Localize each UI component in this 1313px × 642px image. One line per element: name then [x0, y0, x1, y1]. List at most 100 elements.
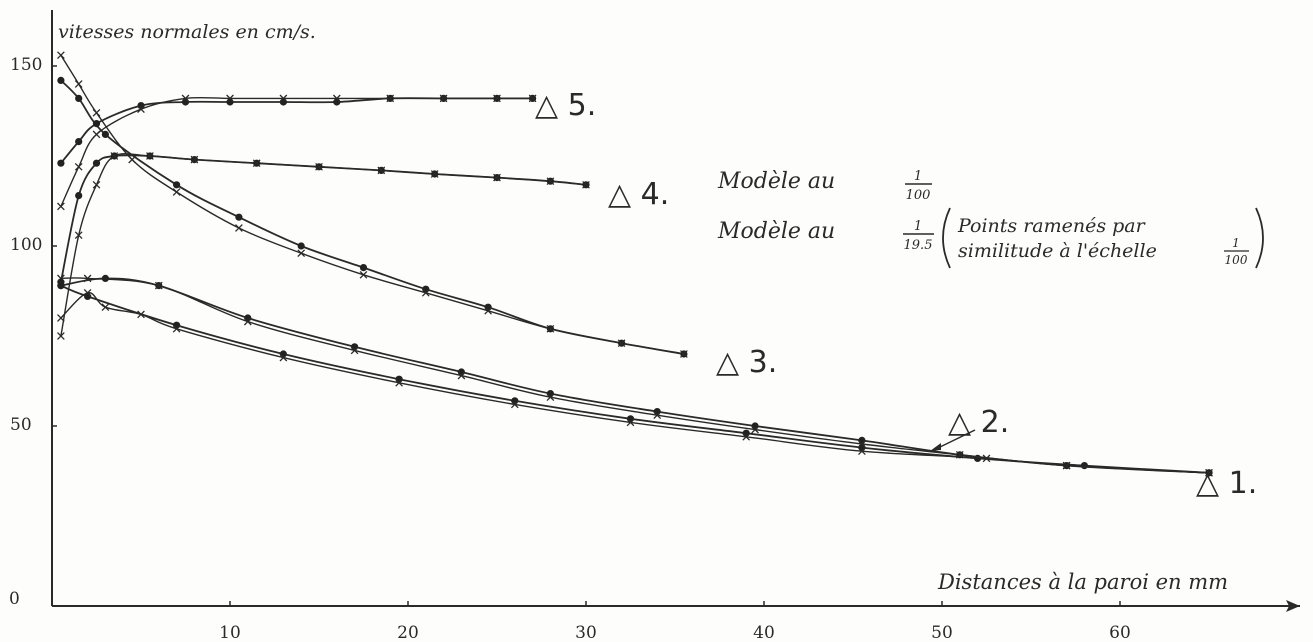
- point-model-1-19-5: [653, 411, 662, 420]
- point-model-1-100: [57, 278, 65, 286]
- point-model-1-100: [351, 343, 359, 351]
- point-model-1-19-5: [546, 393, 555, 402]
- point-model-1-19-5: [430, 170, 439, 178]
- series-label-5: △ 5.: [535, 88, 596, 123]
- x-tick: 40: [753, 601, 775, 642]
- series-2-model-1-100-line: [60, 277, 1210, 474]
- point-model-1-100: [92, 120, 101, 128]
- point-model-1-19-5: [493, 173, 501, 182]
- point-model-1-100: [297, 242, 305, 250]
- point-model-1-19-5: [57, 332, 65, 340]
- point-model-1-19-5: [137, 310, 145, 319]
- point-model-1-19-5: [742, 432, 751, 441]
- point-model-1-100: [173, 321, 181, 329]
- legend-line1-fraction: 1 100: [905, 169, 932, 203]
- point-model-1-100: [858, 436, 866, 444]
- point-model-1-100: [742, 429, 750, 437]
- legend-note-fraction-den: 100: [1225, 253, 1248, 267]
- point-model-1-100: [858, 444, 866, 452]
- legend-line1-fraction-num: 1: [914, 169, 922, 184]
- point-model-1-19-5: [386, 94, 395, 103]
- y-axis-title: vitesses normales en cm/s.: [58, 21, 316, 43]
- point-model-1-100: [626, 415, 635, 423]
- series-2-leader-arrowhead: [930, 443, 941, 451]
- legend-close-paren: [1255, 207, 1264, 269]
- legend-line1-fraction-den: 100: [906, 188, 931, 203]
- point-model-1-19-5: [146, 152, 154, 160]
- x-tick: 30: [575, 601, 597, 642]
- point-model-1-19-5: [235, 224, 243, 232]
- point-model-1-100: [75, 138, 83, 146]
- point-model-1-19-5: [395, 378, 403, 387]
- legend-note-line-b: similitude à l'échelle: [958, 240, 1157, 262]
- y-tick: 0: [9, 589, 57, 609]
- point-model-1-19-5: [493, 94, 501, 103]
- point-model-1-19-5: [92, 180, 101, 189]
- series-4-model-1-100-line: [60, 154, 587, 283]
- point-model-1-19-5: [510, 400, 519, 409]
- series-layer: [57, 51, 1213, 477]
- x-tick-label: 60: [1109, 623, 1131, 642]
- point-model-1-100: [57, 76, 65, 84]
- legend-note-line-a: Points ramenés par: [957, 215, 1147, 237]
- legend-line1-prefix: Modèle au: [717, 169, 835, 194]
- point-model-1-19-5: [315, 162, 323, 171]
- point-model-1-19-5: [377, 166, 386, 175]
- point-model-1-100: [333, 98, 341, 106]
- point-model-1-19-5: [92, 108, 101, 117]
- point-model-1-19-5: [617, 339, 626, 348]
- point-model-1-100: [75, 192, 83, 200]
- legend-open-paren: [942, 207, 951, 269]
- y-ticks: 0 50 100 150: [9, 55, 57, 609]
- point-model-1-19-5: [57, 51, 65, 60]
- x-tick: 60: [1109, 601, 1131, 642]
- point-model-1-19-5: [484, 306, 492, 315]
- point-model-1-19-5: [172, 324, 181, 333]
- point-model-1-19-5: [955, 450, 964, 459]
- point-model-1-19-5: [128, 155, 136, 164]
- point-model-1-100: [84, 292, 92, 300]
- point-model-1-19-5: [243, 317, 252, 326]
- point-model-1-19-5: [172, 188, 181, 196]
- series-label-1: △ 1.: [1196, 466, 1257, 501]
- y-tick-label: 0: [9, 589, 20, 609]
- y-tick: 150: [10, 55, 57, 75]
- point-model-1-100: [653, 408, 661, 416]
- point-model-1-19-5: [332, 94, 341, 103]
- point-model-1-100: [511, 397, 519, 405]
- point-model-1-19-5: [74, 231, 83, 240]
- point-model-1-100: [92, 159, 101, 167]
- series-label-4: △ 4.: [608, 177, 669, 212]
- point-model-1-19-5: [279, 353, 288, 362]
- point-model-1-100: [226, 98, 234, 106]
- point-model-1-19-5: [439, 94, 448, 103]
- point-model-1-100: [75, 94, 83, 102]
- point-model-1-19-5: [74, 80, 83, 88]
- x-ticks: 10 20 30 40 50 60: [219, 601, 1131, 642]
- point-model-1-19-5: [528, 94, 537, 103]
- y-tick: 100: [10, 235, 57, 255]
- series-3: [57, 51, 688, 358]
- series-1-model-1-19-5-line: [60, 292, 1210, 474]
- point-model-1-100: [751, 422, 759, 430]
- point-model-1-19-5: [181, 94, 190, 103]
- point-model-1-100: [235, 213, 243, 221]
- point-model-1-19-5: [1062, 461, 1071, 470]
- point-model-1-100: [173, 181, 181, 189]
- point-model-1-100: [279, 350, 287, 358]
- legend-note-fraction: 1 100: [1224, 236, 1249, 267]
- point-model-1-19-5: [110, 152, 119, 160]
- x-axis-arrowhead: [1286, 600, 1300, 612]
- point-model-1-19-5: [252, 159, 261, 168]
- point-model-1-19-5: [546, 177, 555, 186]
- point-model-1-100: [101, 130, 109, 138]
- point-model-1-19-5: [92, 130, 101, 139]
- point-model-1-100: [546, 390, 555, 398]
- y-tick-label: 150: [10, 55, 42, 75]
- x-axis-title: Distances à la paroi en mm: [937, 570, 1228, 594]
- x-tick-label: 50: [931, 623, 953, 642]
- point-model-1-100: [101, 274, 109, 282]
- point-model-1-19-5: [457, 371, 466, 380]
- legend-note-fraction-num: 1: [1232, 236, 1240, 250]
